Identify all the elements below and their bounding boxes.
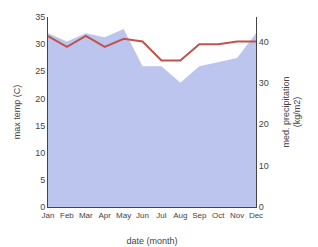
svg-text:15: 15	[35, 121, 45, 131]
svg-text:0: 0	[40, 202, 45, 212]
svg-text:5: 5	[40, 175, 45, 185]
svg-text:0: 0	[259, 202, 264, 212]
svg-text:10: 10	[35, 148, 45, 158]
svg-text:Oct: Oct	[212, 211, 225, 220]
svg-text:25: 25	[35, 66, 45, 76]
svg-text:Jul: Jul	[156, 211, 166, 220]
svg-text:20: 20	[259, 119, 269, 129]
svg-text:Nov: Nov	[230, 211, 244, 220]
svg-text:Apr: Apr	[99, 211, 112, 220]
svg-text:Aug: Aug	[173, 211, 187, 220]
svg-text:med. precipitation(kg/m2): med. precipitation(kg/m2)	[281, 76, 303, 147]
svg-text:Sep: Sep	[192, 211, 207, 220]
svg-text:10: 10	[259, 161, 269, 171]
svg-text:40: 40	[259, 37, 269, 47]
svg-text:Jun: Jun	[136, 211, 149, 220]
svg-text:Dec: Dec	[249, 211, 263, 220]
svg-text:May: May	[116, 211, 131, 220]
svg-text:Mar: Mar	[79, 211, 93, 220]
svg-text:30: 30	[35, 39, 45, 49]
svg-text:date (month): date (month)	[126, 236, 177, 246]
svg-text:Feb: Feb	[60, 211, 74, 220]
svg-text:Jan: Jan	[42, 211, 55, 220]
svg-text:20: 20	[35, 94, 45, 104]
svg-text:max temp (C): max temp (C)	[12, 85, 22, 140]
svg-text:30: 30	[259, 78, 269, 88]
svg-text:35: 35	[35, 12, 45, 22]
